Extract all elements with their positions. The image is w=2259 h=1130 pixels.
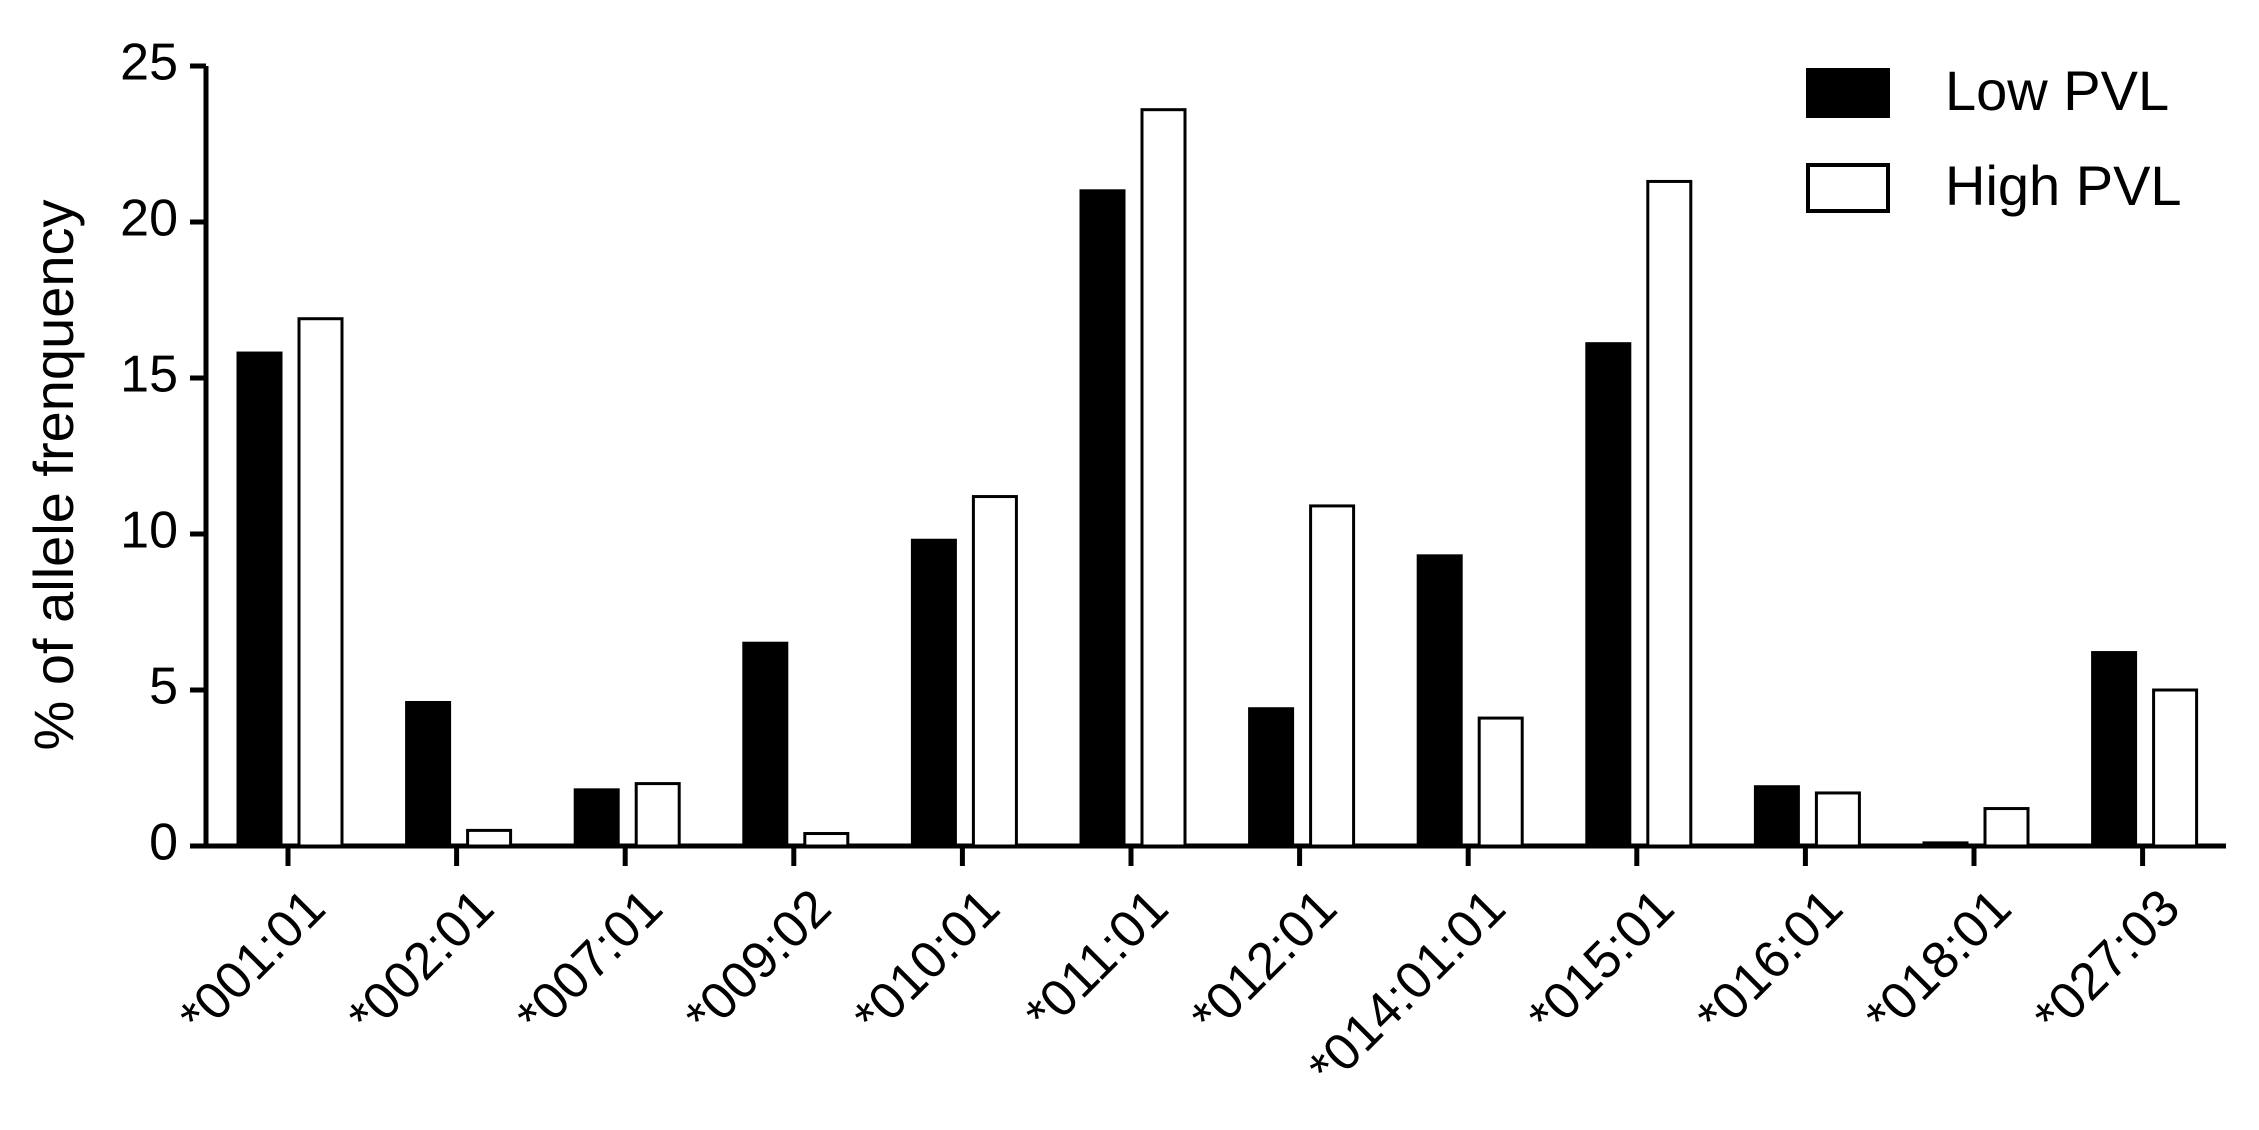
- bar: [1140, 108, 1187, 848]
- bar: [2152, 688, 2199, 848]
- bar: [1922, 841, 1969, 848]
- y-tick-label: 20: [120, 190, 178, 248]
- x-tick-label: *016:01: [1686, 878, 1854, 1046]
- x-tick-label: *001:01: [169, 878, 337, 1046]
- legend-swatch: [1806, 68, 1890, 118]
- bar: [1416, 554, 1463, 848]
- bar: [1079, 189, 1126, 848]
- x-tick-label: *018:01: [1855, 878, 2023, 1046]
- y-tick-label: 10: [120, 502, 178, 560]
- bar: [910, 538, 957, 848]
- bar: [1983, 807, 2030, 848]
- x-tick-label: *009:02: [675, 878, 843, 1046]
- x-tick-label: *015:01: [1518, 878, 1686, 1046]
- y-tick-label: 0: [149, 814, 178, 872]
- bar: [297, 317, 344, 848]
- bar: [573, 788, 620, 848]
- bar: [1309, 504, 1356, 848]
- bar: [1814, 791, 1861, 848]
- x-tick-label: *012:01: [1180, 878, 1348, 1046]
- bar: [634, 782, 681, 848]
- legend-swatch: [1806, 163, 1890, 213]
- y-tick-label: 5: [149, 658, 178, 716]
- y-tick-label: 25: [120, 34, 178, 92]
- bar: [236, 351, 283, 848]
- x-tick-label: *010:01: [843, 878, 1011, 1046]
- bar: [803, 832, 850, 848]
- bar: [742, 641, 789, 848]
- x-tick-label: *007:01: [506, 878, 674, 1046]
- bar: [466, 828, 513, 848]
- y-axis-title: % of allele frenquency: [22, 199, 85, 750]
- bar: [2091, 651, 2138, 848]
- bar: [1248, 707, 1295, 848]
- bar: [1753, 785, 1800, 848]
- bar: [1646, 179, 1693, 848]
- x-tick-label: *027:03: [2023, 878, 2191, 1046]
- bar: [971, 495, 1018, 848]
- bar: [1585, 342, 1632, 848]
- x-tick-label: *002:01: [337, 878, 505, 1046]
- legend-label: High PVL: [1945, 154, 2182, 217]
- bar: [1477, 716, 1524, 848]
- legend-label: Low PVL: [1945, 59, 2169, 122]
- x-tick-label: *011:01: [1014, 878, 1179, 1043]
- y-tick-label: 15: [120, 346, 178, 404]
- bar: [405, 700, 452, 848]
